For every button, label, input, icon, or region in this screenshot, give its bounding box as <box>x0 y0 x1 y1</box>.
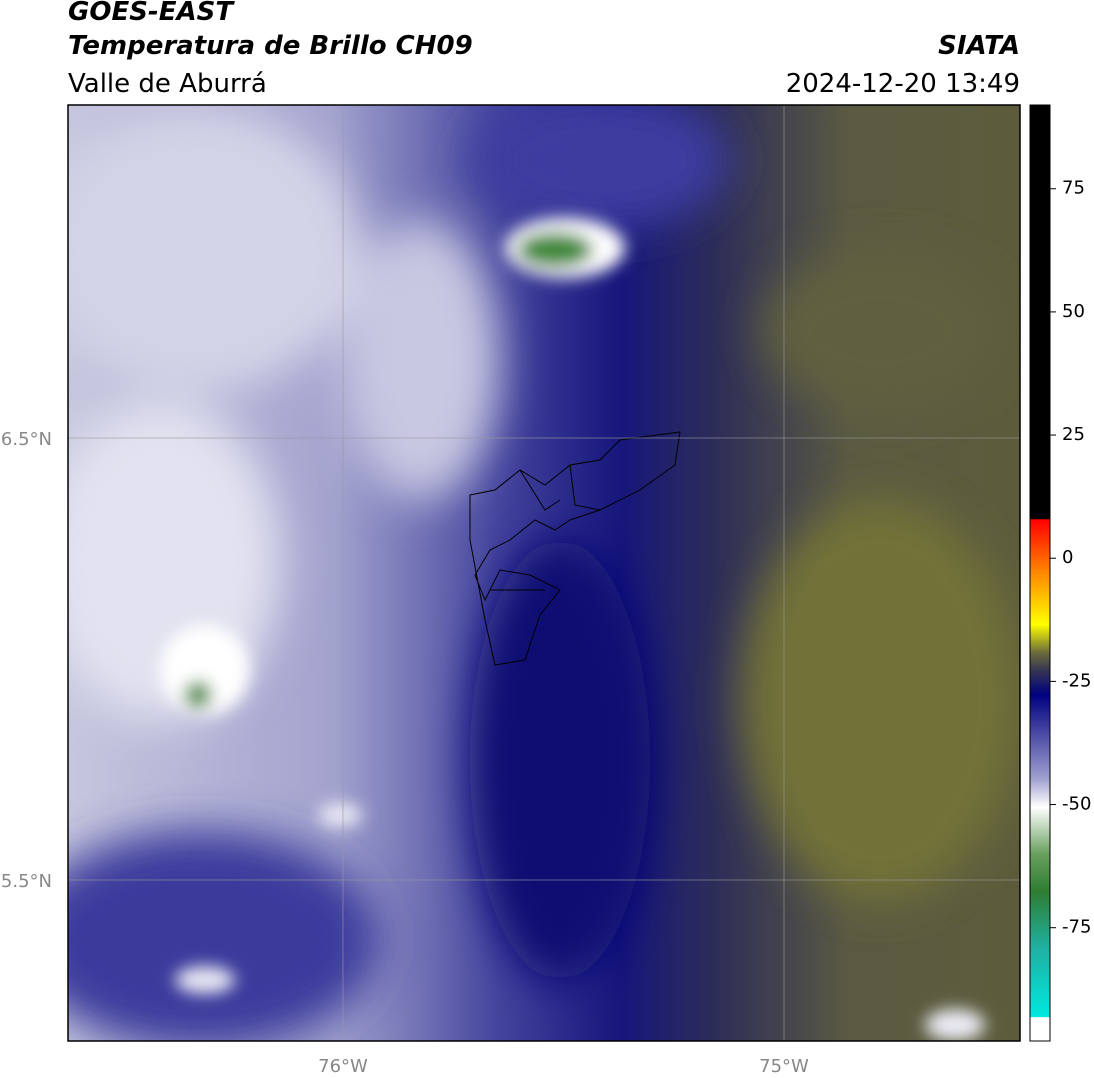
map-image <box>68 105 1020 1041</box>
map-frame <box>67 104 1021 1042</box>
colorbar-tick-label: -25 <box>1062 670 1091 691</box>
lon-label: 75°W <box>759 1056 809 1077</box>
lat-label: 6.5°N <box>1 429 52 450</box>
colorbar-tick-label: 25 <box>1062 424 1085 445</box>
colorbar-tick-label: 50 <box>1062 301 1085 322</box>
subtitle: Temperatura de Brillo CH09 <box>68 31 473 61</box>
source: SIATA <box>938 31 1020 61</box>
datetime: 2024-12-20 13:49 <box>786 69 1020 99</box>
lat-label: 5.5°N <box>1 871 52 892</box>
lon-label: 76°W <box>318 1056 368 1077</box>
title: GOES-EAST <box>68 0 235 27</box>
colorbar-tick-label: -50 <box>1062 794 1091 815</box>
colorbar-tick-label: 75 <box>1062 178 1085 199</box>
colorbar-tick-label: 0 <box>1062 547 1073 568</box>
colorbar <box>1029 104 1051 1042</box>
colorbar-tick-label: -75 <box>1062 917 1091 938</box>
region: Valle de Aburrá <box>68 69 267 99</box>
